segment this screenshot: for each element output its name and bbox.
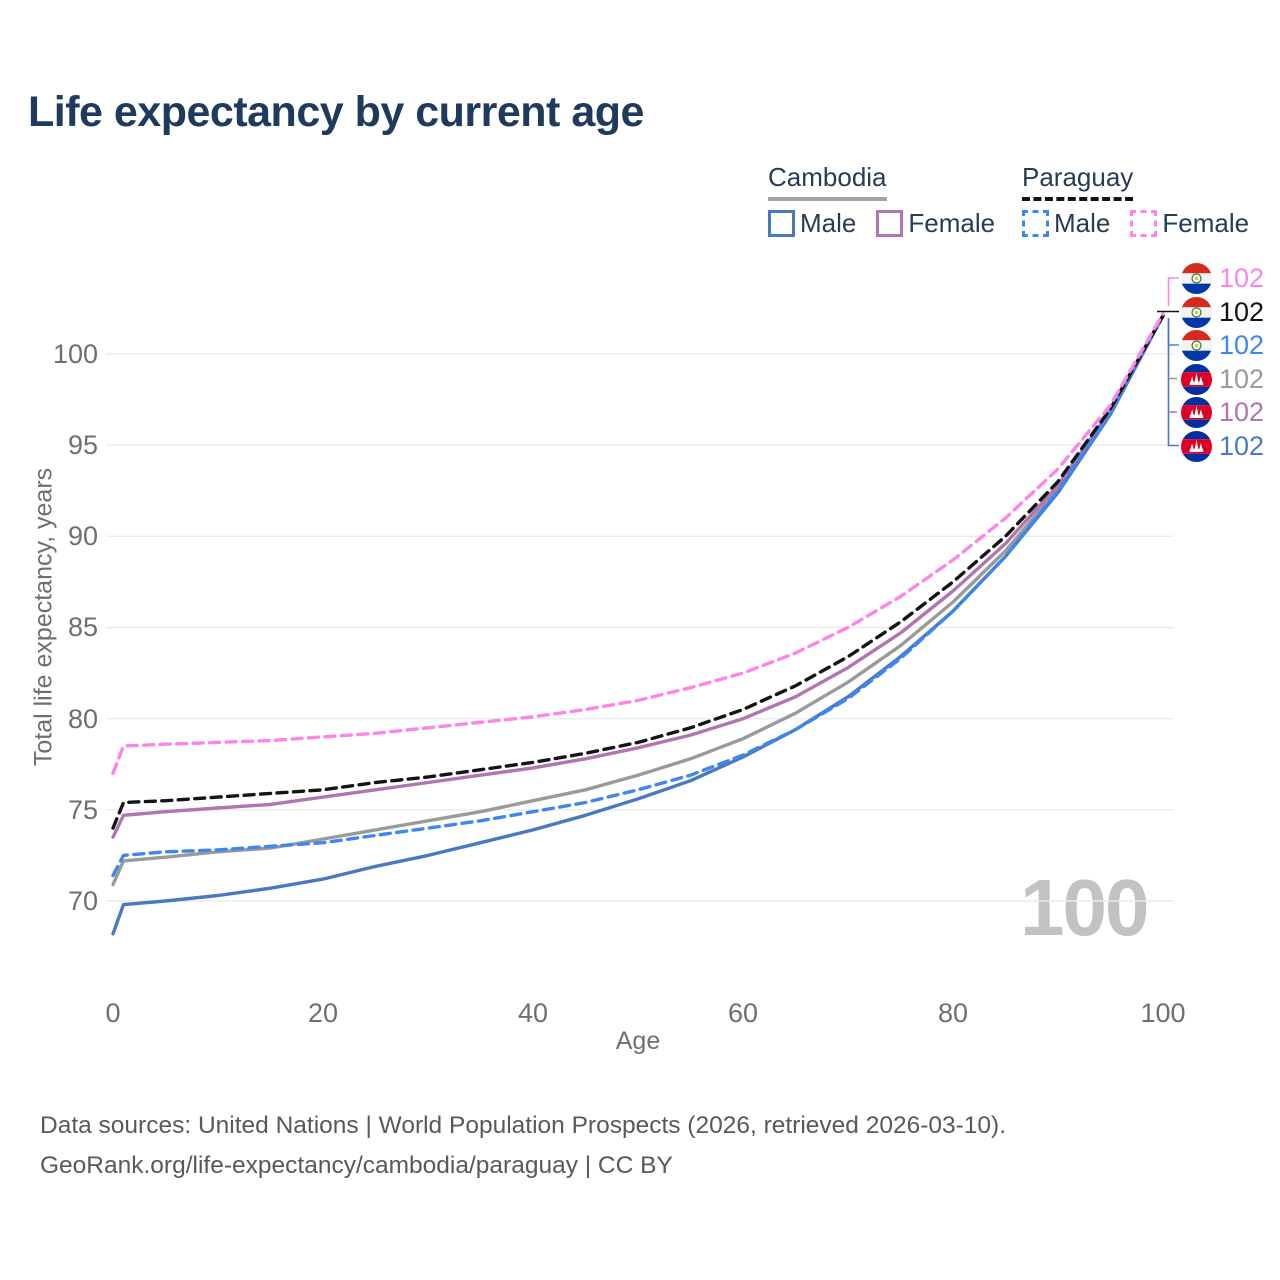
footer: Data sources: United Nations | World Pop… — [40, 1106, 1006, 1186]
legend-label: Female — [1162, 208, 1250, 239]
x-tick-60: 60 — [727, 998, 759, 1028]
x-axis-title: Age — [615, 1027, 661, 1055]
y-axis-title: Total life expectancy, years — [29, 467, 58, 767]
legend-item-cambodia-male[interactable]: Male — [768, 208, 857, 239]
series-line-cambodia-female — [111, 314, 1165, 839]
end-value: 102 — [1219, 363, 1265, 394]
series-line-cambodia-male — [111, 314, 1165, 936]
end-value: 102 — [1219, 296, 1265, 327]
y-tick-80: 80 — [67, 704, 98, 734]
y-tick-100: 100 — [52, 339, 98, 369]
end-value: 102 — [1219, 396, 1265, 427]
y-tick-85: 85 — [67, 612, 98, 642]
legend-label: Male — [1054, 208, 1111, 239]
legend-items-paraguay: Male Female — [1022, 208, 1250, 239]
series-line-cambodia-both-sexes — [111, 314, 1165, 887]
series-line-paraguay-female — [111, 312, 1165, 776]
page-title: Life expectancy by current age — [28, 88, 644, 136]
legend-item-paraguay-female[interactable]: Female — [1130, 208, 1250, 239]
cambodia-flag-icon — [1181, 430, 1212, 462]
x-tick-20: 20 — [307, 998, 339, 1028]
paraguay-flag-icon — [1181, 329, 1212, 361]
data-sources-line: Data sources: United Nations | World Pop… — [40, 1112, 1007, 1139]
attribution-line: GeoRank.org/life-expectancy/cambodia/par… — [40, 1152, 673, 1179]
age-watermark: 100 — [1020, 863, 1149, 952]
legend-label: Male — [800, 208, 857, 239]
y-tick-95: 95 — [67, 430, 98, 460]
end-value: 102 — [1219, 262, 1265, 293]
legend-group-cambodia: Cambodia Male Female — [768, 163, 995, 237]
end-label-connector — [1167, 319, 1179, 346]
cambodia-flag-icon — [1181, 363, 1212, 395]
end-value: 102 — [1219, 329, 1265, 360]
end-label-connector — [1167, 277, 1179, 306]
paraguay-flag-icon — [1181, 262, 1212, 294]
series-line-paraguay-both-sexes — [111, 314, 1165, 830]
legend-item-paraguay-male[interactable]: Male — [1022, 208, 1111, 239]
x-tick-0: 0 — [105, 998, 121, 1028]
end-label-row: 102 — [1181, 328, 1264, 362]
legend-country-paraguay: Paraguay — [1022, 163, 1134, 201]
x-tick-40: 40 — [517, 998, 549, 1028]
y-tick-75: 75 — [67, 795, 98, 825]
legend-item-cambodia-female[interactable]: Female — [876, 208, 996, 239]
series-line-paraguay-male — [111, 314, 1165, 878]
legend-group-paraguay: Paraguay Male Female — [1022, 163, 1249, 237]
cambodia-flag-icon — [1181, 396, 1212, 428]
y-tick-90: 90 — [67, 521, 98, 551]
legend-items-cambodia: Male Female — [768, 208, 996, 239]
end-label-row: 102 — [1181, 362, 1264, 396]
end-label-row: 102 — [1181, 261, 1264, 295]
end-label-connector — [1167, 318, 1179, 447]
paraguay-male-swatch-icon — [1022, 209, 1049, 237]
end-label-row: 102 — [1181, 429, 1264, 463]
legend-country-cambodia: Cambodia — [768, 163, 887, 201]
end-label-row: 102 — [1181, 295, 1264, 329]
end-label-row: 102 — [1181, 395, 1264, 429]
paraguay-flag-icon — [1181, 296, 1212, 328]
x-tick-100: 100 — [1140, 998, 1186, 1028]
legend-label: Female — [908, 208, 996, 239]
cambodia-male-swatch-icon — [768, 209, 795, 237]
cambodia-female-swatch-icon — [876, 209, 904, 237]
y-tick-70: 70 — [67, 886, 98, 916]
end-value: 102 — [1219, 430, 1265, 461]
x-tick-80: 80 — [937, 998, 969, 1028]
paraguay-female-swatch-icon — [1130, 209, 1158, 237]
